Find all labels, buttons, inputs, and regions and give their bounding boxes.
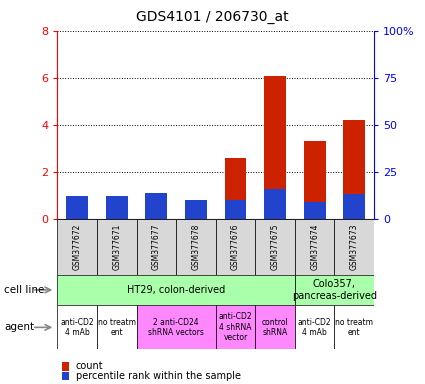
Bar xyxy=(57,219,97,275)
Text: Colo357,
pancreas-derived: Colo357, pancreas-derived xyxy=(292,279,377,301)
Text: anti-CD2
4 mAb: anti-CD2 4 mAb xyxy=(298,318,332,337)
Bar xyxy=(334,305,374,349)
Text: count: count xyxy=(76,361,103,371)
Text: agent: agent xyxy=(4,322,34,333)
Bar xyxy=(57,305,97,349)
Text: GSM377678: GSM377678 xyxy=(191,223,201,270)
Bar xyxy=(255,219,295,275)
Bar xyxy=(224,158,246,200)
Bar xyxy=(343,194,365,219)
Bar xyxy=(343,120,365,194)
Text: GSM377675: GSM377675 xyxy=(271,223,280,270)
Bar xyxy=(264,76,286,189)
Text: GSM377671: GSM377671 xyxy=(112,223,121,270)
Bar xyxy=(295,219,334,275)
Bar xyxy=(176,219,215,275)
Bar xyxy=(334,219,374,275)
Text: GDS4101 / 206730_at: GDS4101 / 206730_at xyxy=(136,10,289,23)
Text: GSM377673: GSM377673 xyxy=(350,223,359,270)
Bar xyxy=(255,305,295,349)
Bar xyxy=(264,189,286,219)
Bar xyxy=(66,196,88,219)
Text: anti-CD2
4 shRNA
vector: anti-CD2 4 shRNA vector xyxy=(219,313,252,342)
Text: GSM377676: GSM377676 xyxy=(231,223,240,270)
Text: 2 anti-CD24
shRNA vectors: 2 anti-CD24 shRNA vectors xyxy=(148,318,204,337)
Text: anti-CD2
4 mAb: anti-CD2 4 mAb xyxy=(60,318,94,337)
Text: cell line: cell line xyxy=(4,285,45,295)
Bar xyxy=(295,305,334,349)
Bar xyxy=(215,219,255,275)
Bar xyxy=(106,196,128,219)
Text: percentile rank within the sample: percentile rank within the sample xyxy=(76,371,241,381)
Bar xyxy=(97,305,136,349)
Bar xyxy=(215,305,255,349)
Bar xyxy=(304,202,326,219)
Bar xyxy=(136,219,176,275)
Text: no treatm
ent: no treatm ent xyxy=(98,318,136,337)
Text: GSM377674: GSM377674 xyxy=(310,223,319,270)
Text: control
shRNA: control shRNA xyxy=(262,318,289,337)
Text: no treatm
ent: no treatm ent xyxy=(335,318,373,337)
Bar xyxy=(224,200,246,219)
Bar xyxy=(136,305,215,349)
Bar xyxy=(97,219,136,275)
Bar xyxy=(57,275,295,305)
Bar xyxy=(295,275,374,305)
Text: GSM377677: GSM377677 xyxy=(152,223,161,270)
Text: HT29, colon-derived: HT29, colon-derived xyxy=(127,285,225,295)
Bar xyxy=(145,192,167,219)
Text: GSM377672: GSM377672 xyxy=(73,223,82,270)
Bar xyxy=(185,200,207,219)
Bar xyxy=(304,141,326,202)
